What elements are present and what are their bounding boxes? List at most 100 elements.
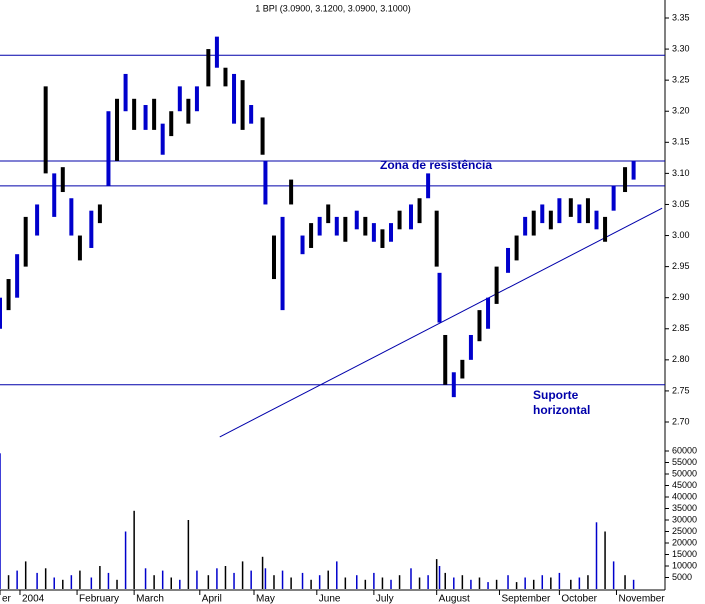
price-bar <box>548 210 553 230</box>
volume-bar <box>427 575 429 589</box>
y-tick-label: 15000 <box>672 549 697 559</box>
volume-bar <box>373 572 375 589</box>
y-tick-label: 2.70 <box>672 416 690 426</box>
price-bar <box>123 73 128 112</box>
price-bar <box>52 173 57 217</box>
volume-bar <box>632 579 635 589</box>
volume-bar <box>327 570 329 589</box>
price-bar <box>486 297 491 329</box>
y-tick-label: 5000 <box>672 572 692 582</box>
volume-bar <box>461 575 464 589</box>
price-bar <box>434 210 439 267</box>
price-bar <box>186 98 191 124</box>
y-tick-label: 3.00 <box>672 230 690 240</box>
volume-bar <box>444 572 446 589</box>
volume-bar <box>410 568 412 589</box>
price-bar <box>206 49 211 87</box>
price-bar <box>426 173 431 199</box>
price-bar <box>6 279 11 311</box>
price-bar <box>194 86 199 112</box>
y-tick-label: 40000 <box>672 491 697 501</box>
price-bar <box>408 204 413 230</box>
volume-bar <box>250 570 252 589</box>
volume-bar <box>478 577 481 589</box>
volume-bar <box>495 579 498 589</box>
price-bar <box>460 359 465 379</box>
price-bar <box>631 160 636 180</box>
volume-bar <box>264 568 267 589</box>
y-tick-label: 35000 <box>672 503 697 513</box>
volume-bar <box>336 561 338 589</box>
y-tick-label: 3.35 <box>672 12 690 22</box>
price-bar <box>69 198 74 236</box>
x-tick-label: February <box>79 594 119 604</box>
price-bar <box>494 266 499 304</box>
y-tick-label: 20000 <box>672 537 697 547</box>
price-bar <box>531 210 536 236</box>
price-bar <box>177 86 182 112</box>
volume-bar <box>595 522 598 589</box>
price-bar <box>585 198 590 224</box>
y-tick-label: 50000 <box>672 468 697 478</box>
price-bar <box>380 229 385 248</box>
price-bar <box>280 216 285 311</box>
volume-bar <box>241 561 244 589</box>
x-tick-label: April <box>202 594 222 604</box>
price-bar <box>577 204 582 224</box>
x-tick-label: October <box>561 594 597 604</box>
price-bar <box>160 123 165 155</box>
x-tick-label: November <box>618 594 665 604</box>
volume-bar <box>356 575 358 589</box>
y-tick-label: 2.90 <box>672 292 690 302</box>
price-bar <box>115 98 120 161</box>
price-bar <box>389 223 394 242</box>
y-tick-label: 3.30 <box>672 43 690 53</box>
volume-bar <box>273 575 275 589</box>
volume-bar <box>310 579 312 589</box>
y-tick-label: 3.05 <box>672 199 690 209</box>
volume-bar <box>487 582 489 589</box>
price-bar <box>106 111 111 186</box>
volume-bar <box>558 572 561 589</box>
volume-bar <box>79 570 81 589</box>
price-bar <box>417 198 422 224</box>
y-tick-label: 55000 <box>672 457 697 467</box>
volume-bar <box>170 577 172 589</box>
volume-bar <box>44 568 47 589</box>
chart-title: 1 BPI (3.0900, 3.1200, 3.0900, 3.1000) <box>255 3 411 13</box>
annotation: Zona de resistência <box>380 158 492 172</box>
y-tick-label: 10000 <box>672 560 697 570</box>
y-tick-label: 25000 <box>672 526 697 536</box>
volume-bar <box>541 575 544 589</box>
volume-bar <box>604 531 606 589</box>
price-bar <box>263 160 268 205</box>
price-bar <box>240 80 245 130</box>
x-tick-label: March <box>136 594 164 604</box>
volume-bar <box>233 572 235 589</box>
volume-bar <box>107 572 110 589</box>
volume-bar <box>570 579 572 589</box>
volume-bar <box>290 577 292 589</box>
volume-bar <box>36 572 38 589</box>
volume-bar <box>612 561 615 589</box>
y-tick-label: 30000 <box>672 514 697 524</box>
volume-bar <box>187 520 190 589</box>
volume-bar <box>507 575 509 589</box>
x-tick-label: 2004 <box>22 594 45 604</box>
y-tick-label: 3.25 <box>672 75 690 85</box>
x-tick-label: August <box>439 594 470 604</box>
price-bar <box>603 216 608 242</box>
price-bar <box>443 334 448 385</box>
volume-bar <box>161 570 164 589</box>
annotation: horizontal <box>533 403 590 417</box>
price-bar <box>289 179 294 205</box>
y-tick-label: 3.10 <box>672 168 690 178</box>
volume-bar <box>390 579 392 589</box>
price-bar <box>611 185 616 211</box>
volume-bar <box>532 579 535 589</box>
volume-bar <box>624 575 626 589</box>
volume-bar <box>90 577 93 589</box>
volume-bar <box>99 566 101 589</box>
x-tick-label: July <box>376 594 394 604</box>
price-bar <box>514 235 519 261</box>
